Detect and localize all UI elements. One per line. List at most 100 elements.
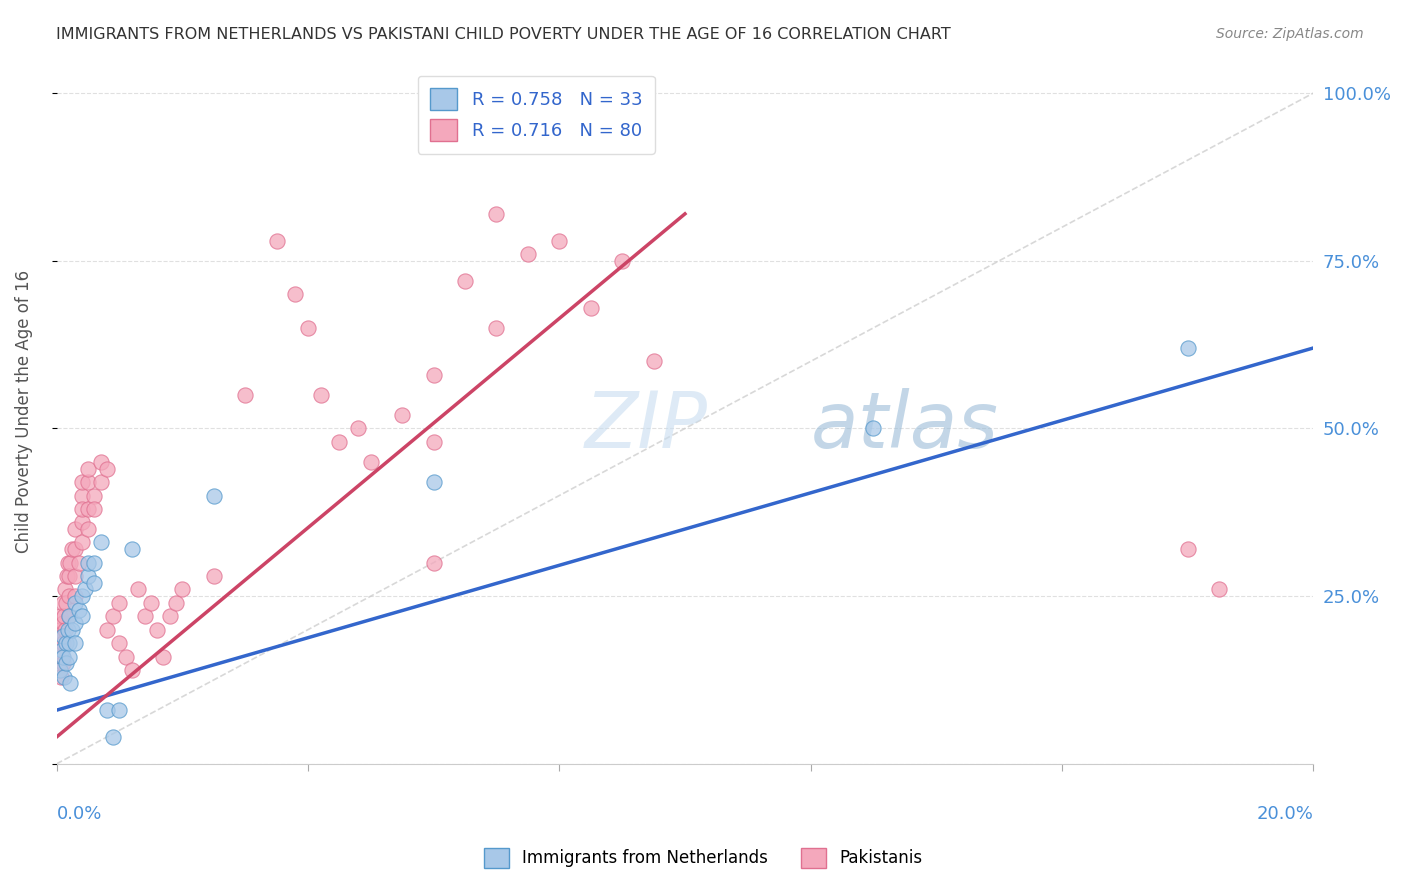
Point: [53, 670, 76, 684]
Point: [77, 461, 100, 475]
Point: [96, 623, 118, 637]
Point: [90, 535, 112, 549]
Legend: Immigrants from Netherlands, Pakistanis: Immigrants from Netherlands, Pakistanis: [477, 841, 929, 875]
Y-axis label: Child Poverty Under the Age of 16: Child Poverty Under the Age of 16: [15, 270, 32, 553]
Point: [77, 502, 100, 516]
Point: [146, 623, 169, 637]
Legend: R = 0.758   N = 33, R = 0.716   N = 80: R = 0.758 N = 33, R = 0.716 N = 80: [418, 76, 655, 154]
Point: [422, 86, 444, 100]
Point: [55, 636, 77, 650]
Point: [101, 730, 124, 744]
Point: [65, 522, 87, 536]
Point: [55, 596, 77, 610]
Point: [58, 589, 80, 603]
Text: ZIP: ZIP: [585, 388, 707, 464]
Point: [579, 301, 602, 315]
Point: [59, 556, 82, 570]
Point: [67, 602, 90, 616]
Point: [65, 596, 87, 610]
Point: [60, 623, 83, 637]
Point: [90, 475, 112, 490]
Point: [108, 703, 131, 717]
Point: [309, 388, 332, 402]
Point: [51, 629, 73, 643]
Point: [51, 649, 73, 664]
Point: [83, 502, 105, 516]
Point: [65, 636, 87, 650]
Point: [60, 542, 83, 557]
Point: [49, 642, 72, 657]
Point: [83, 489, 105, 503]
Point: [548, 234, 571, 248]
Point: [90, 455, 112, 469]
Point: [172, 582, 194, 597]
Point: [58, 609, 80, 624]
Point: [49, 670, 72, 684]
Point: [56, 623, 79, 637]
Point: [485, 321, 508, 335]
Point: [77, 522, 100, 536]
Point: [360, 455, 382, 469]
Point: [52, 657, 75, 671]
Point: [284, 287, 307, 301]
Point: [159, 609, 181, 624]
Point: [202, 569, 225, 583]
Text: IMMIGRANTS FROM NETHERLANDS VS PAKISTANI CHILD POVERTY UNDER THE AGE OF 16 CORRE: IMMIGRANTS FROM NETHERLANDS VS PAKISTANI…: [56, 27, 950, 42]
Point: [48, 623, 70, 637]
Point: [73, 582, 96, 597]
Point: [328, 434, 350, 449]
Point: [610, 253, 633, 268]
Point: [55, 657, 77, 671]
Point: [52, 629, 75, 643]
Point: [233, 388, 256, 402]
Point: [52, 649, 75, 664]
Point: [58, 636, 80, 650]
Point: [77, 556, 100, 570]
Point: [56, 556, 79, 570]
Point: [121, 542, 143, 557]
Point: [643, 354, 665, 368]
Point: [96, 461, 118, 475]
Point: [48, 609, 70, 624]
Point: [59, 676, 82, 690]
Point: [422, 368, 444, 382]
Point: [516, 247, 538, 261]
Point: [52, 596, 75, 610]
Point: [70, 489, 93, 503]
Point: [65, 542, 87, 557]
Point: [70, 609, 93, 624]
Point: [70, 535, 93, 549]
Point: [422, 475, 444, 490]
Point: [108, 596, 131, 610]
Point: [52, 615, 75, 630]
Text: Source: ZipAtlas.com: Source: ZipAtlas.com: [1216, 27, 1364, 41]
Text: atlas: atlas: [811, 388, 998, 464]
Point: [51, 642, 73, 657]
Point: [77, 569, 100, 583]
Point: [67, 556, 90, 570]
Point: [58, 649, 80, 664]
Point: [202, 489, 225, 503]
Point: [70, 502, 93, 516]
Point: [53, 623, 76, 637]
Point: [52, 636, 75, 650]
Point: [65, 615, 87, 630]
Point: [65, 569, 87, 583]
Point: [347, 421, 370, 435]
Point: [108, 636, 131, 650]
Point: [134, 609, 156, 624]
Text: 0.0%: 0.0%: [56, 805, 103, 823]
Point: [422, 434, 444, 449]
Point: [70, 516, 93, 530]
Point: [46, 636, 69, 650]
Point: [127, 582, 149, 597]
Point: [485, 207, 508, 221]
Point: [48, 663, 70, 677]
Point: [1177, 341, 1199, 355]
Point: [65, 589, 87, 603]
Point: [165, 596, 187, 610]
Point: [48, 657, 70, 671]
Point: [121, 663, 143, 677]
Point: [114, 649, 136, 664]
Point: [58, 609, 80, 624]
